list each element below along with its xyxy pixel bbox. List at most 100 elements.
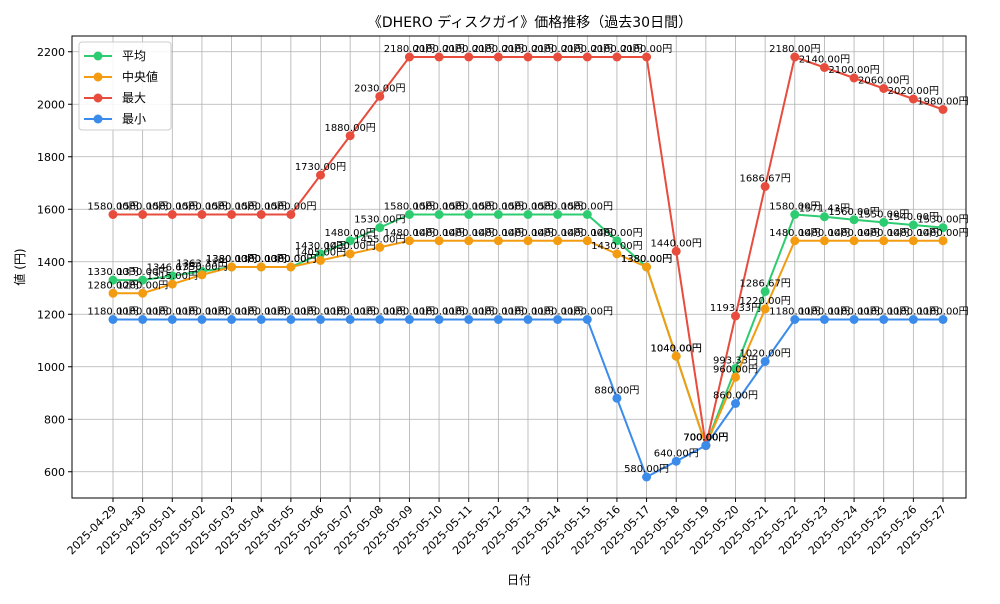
data-label: 1180.00円	[799, 307, 850, 318]
data-label: 1180.00円	[265, 307, 316, 318]
data-point	[493, 236, 503, 246]
data-point	[879, 315, 889, 324]
data-labels: 1330.00円1330.00円1346.67円1363.33円1380.00円…	[87, 44, 968, 475]
data-label: 700.00円	[683, 433, 728, 444]
data-label: 1180.00円	[917, 307, 968, 318]
data-point	[790, 52, 800, 62]
data-point	[434, 236, 444, 246]
data-label: 960.00円	[713, 364, 758, 375]
chart-title: 《DHERO ディスクガイ》価格推移（過去30日間）	[368, 14, 692, 31]
data-label: 1180.00円	[117, 307, 168, 318]
data-label: 1380.00円	[236, 254, 287, 265]
data-point	[523, 210, 533, 219]
data-label: 1193.33円	[710, 303, 761, 314]
data-point	[582, 236, 592, 246]
data-point	[375, 223, 385, 233]
data-point	[671, 246, 681, 256]
data-label: 2100.00円	[828, 65, 879, 76]
x-axis: 2025-04-292025-04-302025-05-012025-05-02…	[65, 498, 949, 557]
data-label: 1580.00円	[117, 202, 168, 213]
data-point	[879, 236, 889, 246]
y-tick-label: 800	[44, 413, 65, 426]
y-tick-label: 1200	[37, 308, 65, 321]
data-point	[612, 236, 622, 246]
data-label: 1480.00円	[413, 228, 464, 239]
data-point	[197, 315, 207, 324]
data-point	[227, 210, 237, 219]
data-label: 1580.00円	[413, 202, 464, 213]
data-label: 1180.00円	[206, 307, 257, 318]
data-label: 2060.00円	[858, 76, 909, 87]
data-label: 1180.00円	[324, 307, 375, 318]
data-point	[316, 315, 325, 324]
data-label: 1286.67円	[739, 278, 790, 289]
data-point	[138, 210, 148, 219]
data-label: 1480.00円	[769, 228, 820, 239]
data-point	[553, 315, 563, 324]
data-label: 1880.00円	[324, 123, 375, 134]
data-point	[404, 52, 414, 62]
data-label: 860.00円	[713, 391, 758, 402]
data-point	[256, 315, 266, 324]
series-3	[108, 52, 948, 450]
data-point	[671, 351, 681, 361]
data-label: 1040.00円	[651, 343, 702, 354]
data-point	[138, 288, 148, 298]
data-point	[345, 315, 355, 324]
data-point	[612, 249, 622, 259]
data-label: 1180.00円	[473, 307, 524, 318]
data-label: 1480.00円	[473, 228, 524, 239]
data-point	[612, 393, 622, 403]
data-point	[434, 210, 444, 219]
data-point	[167, 210, 177, 219]
data-point	[375, 91, 385, 101]
y-tick-label: 1000	[37, 361, 65, 374]
data-label: 880.00円	[594, 385, 639, 396]
data-point	[286, 315, 296, 324]
legend-item: 中央値	[84, 69, 158, 84]
data-point	[493, 210, 503, 219]
data-point	[167, 271, 177, 281]
data-point	[316, 170, 325, 180]
data-point	[553, 52, 563, 62]
data-point	[819, 63, 829, 72]
legend-label: 最小	[122, 112, 146, 126]
data-point	[167, 315, 177, 324]
legend-swatch-marker	[93, 72, 103, 82]
data-label: 1180.00円	[858, 307, 909, 318]
data-label: 1020.00円	[739, 349, 790, 360]
data-point	[760, 181, 770, 191]
data-label: 2030.00円	[354, 83, 405, 94]
data-label: 1730.00円	[295, 162, 346, 173]
data-label: 1430.00円	[324, 241, 375, 252]
data-label: 1220.00円	[739, 296, 790, 307]
data-point	[375, 242, 385, 252]
data-label: 2180.00円	[769, 44, 820, 55]
data-label: 1480.00円	[384, 228, 435, 239]
data-label: 2180.00円	[443, 44, 494, 55]
data-point	[286, 262, 296, 272]
data-label: 1480.00円	[828, 228, 879, 239]
data-point	[879, 84, 889, 93]
data-label: 1380.00円	[236, 254, 287, 265]
y-tick-label: 1600	[37, 203, 65, 216]
data-point	[819, 315, 829, 324]
y-tick-label: 1800	[37, 151, 65, 164]
data-label: 2180.00円	[384, 44, 435, 55]
data-label: 700.00円	[683, 433, 728, 444]
data-label: 1380.00円	[206, 254, 257, 265]
data-label: 1580.00円	[265, 202, 316, 213]
data-label: 1540.00円	[888, 212, 939, 223]
data-point	[434, 315, 444, 324]
data-point	[108, 210, 118, 219]
data-label: 1580.00円	[384, 202, 435, 213]
data-point	[108, 288, 118, 298]
data-label: 580.00円	[624, 464, 669, 475]
data-label: 1380.00円	[265, 254, 316, 265]
data-label: 700.00円	[683, 433, 728, 444]
data-label: 1480.00円	[799, 228, 850, 239]
x-axis-title: 日付	[507, 573, 531, 587]
data-point	[523, 315, 533, 324]
